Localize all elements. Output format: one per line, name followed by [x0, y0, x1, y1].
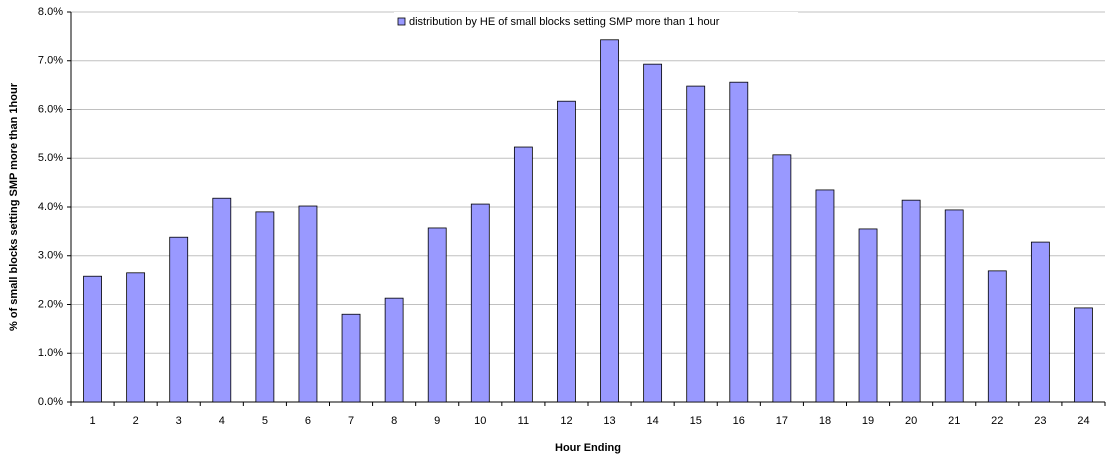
- bar: [901, 199, 921, 403]
- bar: [298, 205, 318, 403]
- y-tick-label: 0.0%: [38, 396, 63, 408]
- x-tick-label: 13: [603, 415, 615, 427]
- x-tick-label: 20: [905, 415, 917, 427]
- bar: [987, 270, 1007, 403]
- bar: [1074, 307, 1093, 403]
- y-tick-label: 5.0%: [38, 152, 63, 164]
- x-tick-label: 14: [647, 415, 659, 427]
- y-tick-label: 8.0%: [38, 6, 63, 18]
- bar: [384, 297, 404, 403]
- bar: [1030, 241, 1050, 403]
- bar: [772, 154, 792, 403]
- x-tick-label: 12: [560, 415, 572, 427]
- bar: [169, 236, 189, 403]
- bar: [212, 197, 232, 403]
- legend-label: distribution by HE of small blocks setti…: [409, 16, 720, 28]
- bar: [643, 63, 663, 403]
- y-tick-label: 2.0%: [38, 298, 63, 310]
- y-tick-label: 1.0%: [38, 347, 63, 359]
- x-tick-label: 9: [434, 415, 440, 427]
- x-tick-label: 3: [176, 415, 182, 427]
- x-tick-label: 1: [89, 415, 95, 427]
- bar: [427, 227, 447, 403]
- x-tick-label: 15: [690, 415, 702, 427]
- x-tick-label: 18: [819, 415, 831, 427]
- bar: [729, 81, 749, 403]
- x-tick-label: 23: [1034, 415, 1046, 427]
- bar: [557, 100, 576, 403]
- bar: [513, 146, 533, 403]
- bar: [255, 211, 275, 403]
- legend-swatch: [397, 17, 406, 26]
- x-tick-label: 7: [348, 415, 354, 427]
- y-tick-label: 6.0%: [38, 103, 63, 115]
- x-tick-label: 24: [1077, 415, 1089, 427]
- x-tick-label: 11: [518, 415, 529, 427]
- x-tick-label: 19: [862, 415, 874, 427]
- bar: [944, 209, 964, 403]
- x-tick-label: 6: [305, 415, 311, 427]
- x-tick-label: 2: [133, 415, 139, 427]
- bar: [686, 85, 706, 403]
- bar: [815, 189, 835, 403]
- bar: [83, 275, 102, 403]
- x-tick-label: 4: [219, 415, 225, 427]
- x-tick-label: 8: [391, 415, 397, 427]
- x-tick-label: 21: [948, 415, 960, 427]
- bar: [600, 39, 619, 403]
- y-axis-label: % of small blocks setting SMP more than …: [8, 82, 20, 331]
- x-tick-label: 10: [474, 415, 486, 427]
- legend: [394, 12, 798, 32]
- y-tick-label: 3.0%: [38, 250, 63, 262]
- x-tick-label: 17: [776, 415, 788, 427]
- bar: [470, 203, 490, 403]
- y-tick-label: 4.0%: [38, 201, 63, 213]
- bar: [126, 272, 146, 403]
- x-tick-label: 16: [733, 415, 745, 427]
- x-axis-label: Hour Ending: [555, 442, 621, 454]
- bar: [341, 313, 361, 403]
- x-tick-label: 22: [991, 415, 1003, 427]
- bar: [858, 228, 878, 403]
- y-tick-label: 7.0%: [38, 55, 63, 67]
- x-tick-label: 5: [262, 415, 268, 427]
